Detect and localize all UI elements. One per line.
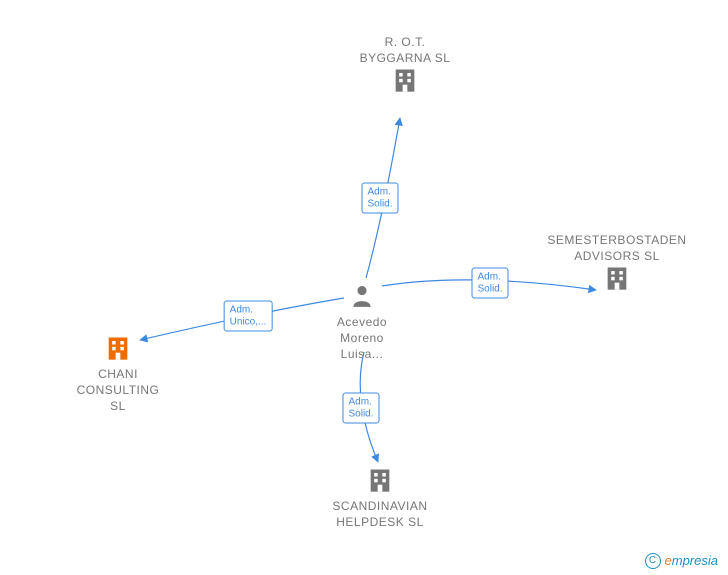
edge-label-center-top: Adm. Solid. xyxy=(361,183,398,214)
building-icon xyxy=(391,66,419,94)
brand-name: empresia xyxy=(665,554,718,569)
node-label: R. O.T. BYGGARNA SL xyxy=(335,34,475,66)
person-icon xyxy=(349,282,375,310)
credit: Cempresia xyxy=(645,552,718,569)
building-icon xyxy=(104,334,132,362)
node-top[interactable]: R. O.T. BYGGARNA SL xyxy=(335,30,475,94)
edge-label-center-left: Adm. Unico,... xyxy=(224,301,273,332)
edge-label-center-right: Adm. Solid. xyxy=(471,268,508,299)
node-center[interactable]: Acevedo Moreno Luisa... xyxy=(292,282,432,363)
node-right[interactable]: SEMESTERBOSTADEN ADVISORS SL xyxy=(547,228,687,292)
node-label: SEMESTERBOSTADEN ADVISORS SL xyxy=(547,232,687,264)
diagram-canvas: Acevedo Moreno Luisa... R. O.T. BYGGARNA … xyxy=(0,0,728,575)
edge-label-center-bottom: Adm. Solid. xyxy=(342,393,379,424)
node-label: CHANI CONSULTING SL xyxy=(48,366,188,415)
node-bottom[interactable]: SCANDINAVIAN HELPDESK SL xyxy=(310,466,450,530)
building-icon xyxy=(366,466,394,494)
building-icon xyxy=(603,264,631,292)
copyright-icon: C xyxy=(645,553,661,569)
node-label: SCANDINAVIAN HELPDESK SL xyxy=(310,498,450,530)
node-label: Acevedo Moreno Luisa... xyxy=(292,314,432,363)
node-left[interactable]: CHANI CONSULTING SL xyxy=(48,334,188,415)
